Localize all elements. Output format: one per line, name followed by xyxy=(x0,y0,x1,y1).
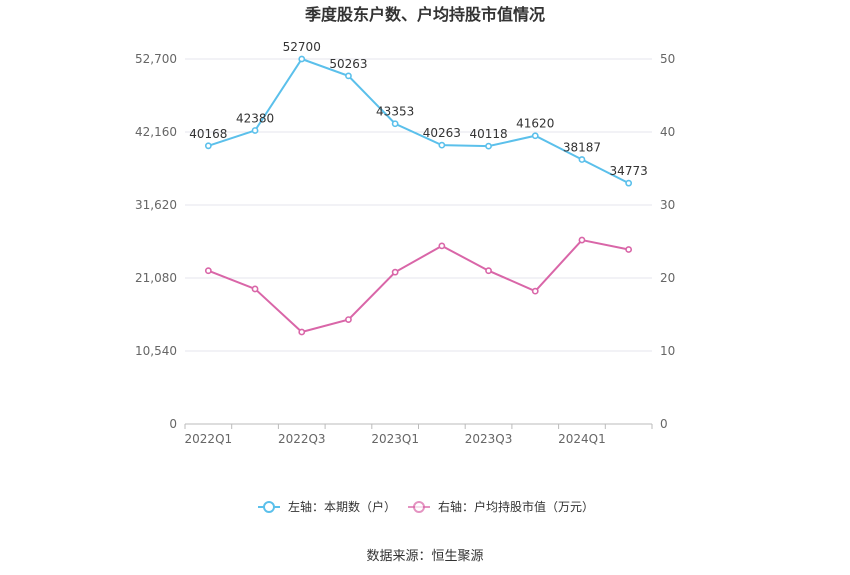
x-tick-label: 2022Q3 xyxy=(278,432,326,446)
data-point[interactable] xyxy=(298,328,306,336)
source-note: 数据来源：恒生聚源 xyxy=(366,549,483,564)
data-label: 40168 xyxy=(189,127,227,141)
data-label: 40118 xyxy=(469,127,507,141)
data-label: 50263 xyxy=(329,57,367,71)
left-tick-label: 42,160 xyxy=(135,125,177,139)
data-point[interactable] xyxy=(251,285,259,293)
left-axis: 0 10,540 21,080 31,620 42,160 52,700 xyxy=(135,52,177,431)
legend-label: 右轴：户均持股市值（万元） xyxy=(438,499,594,514)
data-label: 42380 xyxy=(236,111,274,125)
left-tick-label: 10,540 xyxy=(135,344,177,358)
x-tick-label: 2024Q1 xyxy=(558,432,606,446)
data-point[interactable] xyxy=(251,127,259,134)
x-axis: 2022Q1 2022Q3 2023Q1 2023Q3 2024Q1 xyxy=(184,424,653,446)
right-tick-label: 10 xyxy=(660,344,675,358)
right-tick-label: 50 xyxy=(660,52,675,66)
data-point[interactable] xyxy=(578,236,586,244)
data-point[interactable] xyxy=(485,267,492,275)
series-2 xyxy=(204,236,633,336)
legend-swatch-marker xyxy=(263,501,275,513)
left-tick-label: 52,700 xyxy=(135,52,177,66)
data-label: 40263 xyxy=(423,126,461,140)
data-label: 34773 xyxy=(610,164,648,178)
data-label: 41620 xyxy=(516,117,554,131)
series-layer: 40168 42380 52700 50263 43353 40263 40118 41620… xyxy=(189,40,648,336)
x-tick-label: 2023Q1 xyxy=(371,432,419,446)
data-point[interactable] xyxy=(625,179,633,187)
data-label: 52700 xyxy=(283,40,321,54)
data-point[interactable] xyxy=(391,268,399,276)
left-tick-label: 31,620 xyxy=(135,198,177,212)
data-point[interactable] xyxy=(204,267,212,275)
data-point[interactable] xyxy=(298,55,306,63)
data-point[interactable] xyxy=(438,242,446,250)
data-point[interactable] xyxy=(391,120,399,128)
data-point[interactable] xyxy=(204,142,212,150)
data-point[interactable] xyxy=(345,72,352,80)
data-label: 38187 xyxy=(563,141,601,155)
data-point[interactable] xyxy=(485,142,492,150)
right-axis: 0 10 20 30 40 50 xyxy=(660,52,675,431)
legend-item-1[interactable]: 左轴：本期数（户） xyxy=(258,499,396,514)
legend[interactable]: 左轴：本期数（户） 右轴：户均持股市值（万元） xyxy=(258,499,594,514)
x-tick-label: 2023Q3 xyxy=(465,432,513,446)
right-tick-label: 20 xyxy=(660,271,675,285)
right-tick-label: 0 xyxy=(660,417,668,431)
data-label: 43353 xyxy=(376,105,414,119)
data-point[interactable] xyxy=(531,287,539,295)
data-point[interactable] xyxy=(625,246,633,253)
legend-swatch-marker xyxy=(413,501,425,513)
series-1: 40168 42380 52700 50263 43353 40263 40118 41620… xyxy=(189,40,648,187)
x-tick-label: 2022Q1 xyxy=(185,432,233,446)
legend-label: 左轴：本期数（户） xyxy=(288,499,396,514)
left-tick-label: 0 xyxy=(169,417,177,431)
right-tick-label: 30 xyxy=(660,198,675,212)
left-tick-label: 21,080 xyxy=(135,271,177,285)
data-point[interactable] xyxy=(578,156,586,163)
chart-title: 季度股东户数、户均持股市值情况 xyxy=(304,5,545,24)
right-tick-label: 40 xyxy=(660,125,675,139)
data-point[interactable] xyxy=(345,316,352,324)
data-point[interactable] xyxy=(531,132,539,140)
data-point[interactable] xyxy=(438,141,446,149)
series-line xyxy=(208,57,630,185)
grid xyxy=(185,58,652,425)
legend-item-2[interactable]: 右轴：户均持股市值（万元） xyxy=(408,499,594,514)
series-line xyxy=(207,238,629,334)
